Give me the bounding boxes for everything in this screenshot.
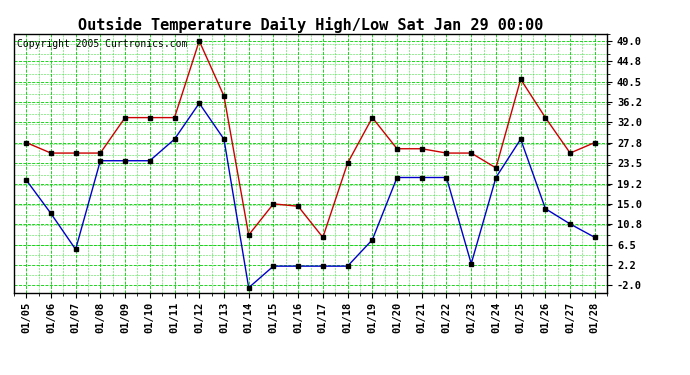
Text: Copyright 2005 Curtronics.com: Copyright 2005 Curtronics.com — [17, 39, 187, 49]
Title: Outside Temperature Daily High/Low Sat Jan 29 00:00: Outside Temperature Daily High/Low Sat J… — [78, 16, 543, 33]
